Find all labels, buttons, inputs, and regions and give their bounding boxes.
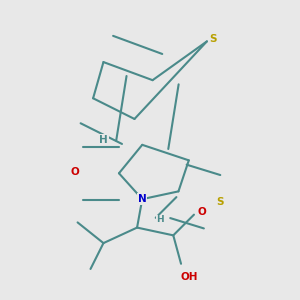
Text: O: O bbox=[70, 167, 80, 177]
Text: S: S bbox=[210, 34, 217, 44]
Text: OH: OH bbox=[180, 272, 197, 282]
Text: S: S bbox=[216, 197, 224, 207]
Text: H: H bbox=[99, 135, 108, 145]
Text: N: N bbox=[138, 194, 147, 204]
Text: H: H bbox=[157, 215, 164, 224]
Text: O: O bbox=[197, 207, 206, 217]
